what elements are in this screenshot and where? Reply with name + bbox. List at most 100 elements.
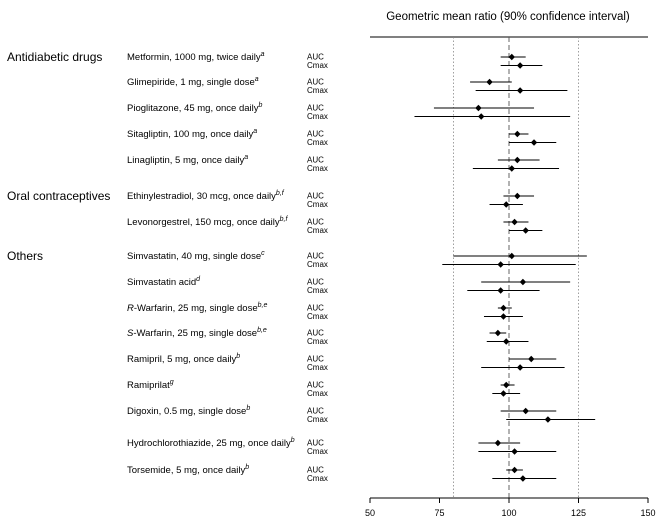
- point-estimate-marker: [511, 448, 518, 455]
- footnote-marker: b: [236, 353, 240, 360]
- metric-label: Cmax: [307, 286, 328, 295]
- x-tick-label: 75: [434, 508, 444, 518]
- metric-label: AUC: [307, 78, 324, 87]
- group-label: Oral contraceptives: [7, 189, 110, 203]
- point-estimate-marker: [544, 416, 552, 423]
- chart-title: Geometric mean ratio (90% confidence int…: [386, 11, 630, 23]
- metric-label: Cmax: [307, 447, 328, 456]
- point-estimate-marker: [530, 139, 538, 146]
- point-estimate-marker: [508, 53, 515, 61]
- metric-label: Cmax: [307, 260, 328, 269]
- drug-label: Ramipril, 5 mg, once dailyb: [127, 353, 240, 365]
- footnote-marker: g: [170, 379, 174, 386]
- metric-label: AUC: [307, 278, 324, 287]
- footnote-marker: a: [244, 154, 248, 161]
- point-estimate-marker: [497, 261, 504, 268]
- drug-label: Sitagliptin, 100 mg, once dailya: [127, 128, 257, 140]
- point-estimate-marker: [500, 304, 507, 312]
- point-estimate-marker: [500, 313, 507, 320]
- metric-label: Cmax: [307, 138, 328, 147]
- drug-label: S-Warfarin, 25 mg, single doseb,e: [127, 327, 267, 339]
- footnote-marker: c: [261, 250, 265, 257]
- metric-label: Cmax: [307, 112, 328, 121]
- point-estimate-marker: [514, 130, 521, 138]
- metric-label: Cmax: [307, 363, 328, 372]
- point-estimate-marker: [516, 364, 524, 371]
- point-estimate-marker: [522, 407, 529, 415]
- metric-label: AUC: [307, 439, 324, 448]
- x-tick-label: 50: [365, 508, 375, 518]
- point-estimate-marker: [516, 62, 524, 69]
- metric-label: Cmax: [307, 61, 328, 70]
- point-estimate-marker: [500, 390, 507, 397]
- point-estimate-marker: [478, 113, 485, 120]
- drug-label: Digoxin, 0.5 mg, single doseb: [127, 405, 250, 417]
- metric-label: AUC: [307, 407, 324, 416]
- metric-label: Cmax: [307, 337, 328, 346]
- point-estimate-marker: [511, 218, 518, 226]
- metric-label: Cmax: [307, 86, 328, 95]
- point-estimate-marker: [511, 466, 518, 474]
- point-estimate-marker: [516, 87, 524, 94]
- drug-label: Simvastatin acidd: [127, 276, 201, 288]
- point-estimate-marker: [503, 338, 510, 345]
- drug-label: Ethinylestradiol, 30 mcg, once dailyb,f: [127, 190, 285, 202]
- metric-label: Cmax: [307, 200, 328, 209]
- footnote-marker: d: [196, 276, 201, 283]
- metric-label: AUC: [307, 130, 324, 139]
- metric-label: AUC: [307, 53, 324, 62]
- footnote-marker: b: [259, 102, 263, 109]
- point-estimate-marker: [514, 192, 521, 200]
- point-estimate-marker: [486, 78, 493, 86]
- metric-label: Cmax: [307, 389, 328, 398]
- footnote-marker: b,f: [276, 190, 285, 197]
- drug-label: Pioglitazone, 45 mg, once dailyb: [127, 102, 263, 114]
- group-label: Others: [7, 249, 43, 263]
- drug-label: Linagliptin, 5 mg, once dailya: [127, 154, 248, 166]
- metric-label: AUC: [307, 192, 324, 201]
- footnote-marker: a: [253, 128, 257, 135]
- point-estimate-marker: [503, 381, 510, 389]
- footnote-marker: a: [255, 76, 259, 83]
- footnote-marker: a: [261, 51, 265, 58]
- footnote-marker: b,f: [280, 216, 289, 223]
- metric-label: AUC: [307, 466, 324, 475]
- point-estimate-marker: [519, 278, 527, 286]
- point-estimate-marker: [494, 329, 502, 337]
- metric-label: AUC: [307, 156, 324, 165]
- point-estimate-marker: [514, 156, 521, 164]
- metric-label: Cmax: [307, 226, 328, 235]
- metric-label: AUC: [307, 381, 324, 390]
- point-estimate-marker: [519, 475, 527, 482]
- metric-label: Cmax: [307, 312, 328, 321]
- footnote-marker: b,e: [258, 302, 268, 309]
- metric-label: Cmax: [307, 415, 328, 424]
- point-estimate-marker: [503, 201, 510, 208]
- metric-label: AUC: [307, 355, 324, 364]
- drug-label: Ramiprilatg: [127, 379, 174, 391]
- footnote-marker: b: [246, 405, 250, 412]
- point-estimate-marker: [475, 104, 482, 112]
- metric-label: AUC: [307, 218, 324, 227]
- metric-label: AUC: [307, 304, 324, 313]
- drug-label: Glimepiride, 1 mg, single dosea: [127, 76, 259, 88]
- footnote-marker: b,e: [257, 327, 267, 334]
- x-tick-label: 125: [571, 508, 586, 518]
- x-tick-label: 150: [640, 508, 655, 518]
- point-estimate-marker: [522, 227, 529, 234]
- drug-label: R-Warfarin, 25 mg, single doseb,e: [127, 302, 267, 314]
- group-label: Antidiabetic drugs: [7, 50, 102, 64]
- drug-label: Torsemide, 5 mg, once dailyb: [127, 464, 249, 476]
- metric-label: Cmax: [307, 164, 328, 173]
- point-estimate-marker: [528, 355, 535, 363]
- x-tick-label: 100: [501, 508, 516, 518]
- point-estimate-marker: [497, 287, 504, 294]
- footnote-marker: b: [245, 464, 249, 471]
- drug-label: Hydrochlorothiazide, 25 mg, once dailyb: [127, 437, 295, 449]
- point-estimate-marker: [508, 165, 515, 172]
- metric-label: AUC: [307, 104, 324, 113]
- metric-label: AUC: [307, 329, 324, 338]
- footnote-marker: b: [291, 437, 295, 444]
- drug-label: Levonorgestrel, 150 mcg, once dailyb,f: [127, 216, 288, 228]
